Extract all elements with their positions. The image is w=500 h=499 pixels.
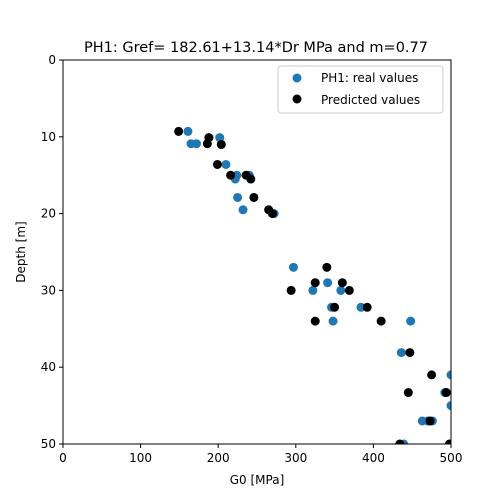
data-point-series-0 (183, 126, 193, 136)
data-point-series-1 (405, 348, 415, 358)
data-point-series-1 (202, 139, 212, 149)
plot-area (174, 126, 451, 444)
data-point-series-1 (427, 370, 437, 380)
data-point-series-1 (330, 302, 340, 312)
x-tick-label: 400 (362, 451, 385, 465)
data-point-series-1 (344, 285, 354, 295)
data-point-series-1 (310, 278, 320, 288)
data-point-series-1 (362, 302, 372, 312)
data-point-series-1 (249, 192, 259, 202)
data-point-series-1 (425, 416, 435, 426)
x-tick-label: 0 (59, 451, 67, 465)
legend-box (277, 65, 444, 114)
x-tick-label: 300 (284, 451, 307, 465)
data-point-series-0 (191, 139, 201, 149)
data-point-series-1 (310, 316, 320, 326)
data-point-series-0 (238, 205, 248, 215)
data-point-series-1 (337, 278, 347, 288)
data-point-series-0 (233, 192, 243, 202)
y-tick-label: 0 (48, 53, 56, 67)
y-tick-label: 30 (41, 283, 56, 297)
data-point-series-1 (441, 388, 451, 398)
data-point-series-1 (286, 285, 296, 295)
y-tick-label: 10 (41, 130, 56, 144)
data-point-series-0 (446, 401, 451, 411)
data-point-series-0 (356, 302, 366, 312)
data-point-series-1 (174, 126, 184, 136)
data-point-series-0 (308, 285, 318, 295)
x-tick-label: 200 (207, 451, 230, 465)
legend: PH1: real values Predicted values (277, 65, 444, 114)
data-point-series-0 (328, 316, 338, 326)
data-point-series-1 (444, 439, 451, 444)
data-point-series-1 (395, 439, 405, 444)
y-tick-label: 50 (41, 437, 56, 451)
y-tick-label: 40 (41, 360, 56, 374)
data-point-series-1 (212, 159, 222, 169)
data-point-series-1 (216, 139, 226, 149)
data-point-series-1 (376, 316, 386, 326)
data-point-series-0 (396, 348, 406, 358)
data-point-series-0 (406, 316, 416, 326)
x-axis-ticks: 0 100 200 300 400 500 (59, 444, 462, 465)
y-axis-label: Depth [m] (14, 221, 28, 282)
chart-title: PH1: Gref= 182.61+13.14*Dr MPa and m=0.7… (84, 40, 428, 56)
data-point-series-1 (226, 170, 236, 180)
data-point-series-0 (221, 159, 231, 169)
x-tick-label: 500 (440, 451, 463, 465)
data-point-series-1 (403, 388, 413, 398)
legend-entry-predicted-values: Predicted values (321, 93, 420, 107)
data-point-series-0 (215, 133, 225, 143)
data-point-series-1 (246, 174, 256, 184)
y-axis-ticks: 0 10 20 30 40 50 (41, 53, 63, 451)
x-tick-label: 100 (129, 451, 152, 465)
data-point-series-0 (446, 370, 451, 380)
data-point-series-1 (268, 209, 278, 219)
data-point-series-0 (336, 285, 346, 295)
x-axis-label: G0 [MPa] (230, 473, 285, 487)
legend-entry-real-values: PH1: real values (321, 71, 418, 85)
legend-marker-predicted-values (292, 94, 302, 104)
y-tick-label: 20 (41, 207, 56, 221)
legend-marker-real-values (292, 73, 302, 83)
axes-frame (62, 59, 452, 445)
data-point-series-1 (322, 262, 332, 272)
data-point-series-0 (288, 262, 298, 272)
data-point-series-0 (323, 278, 333, 288)
